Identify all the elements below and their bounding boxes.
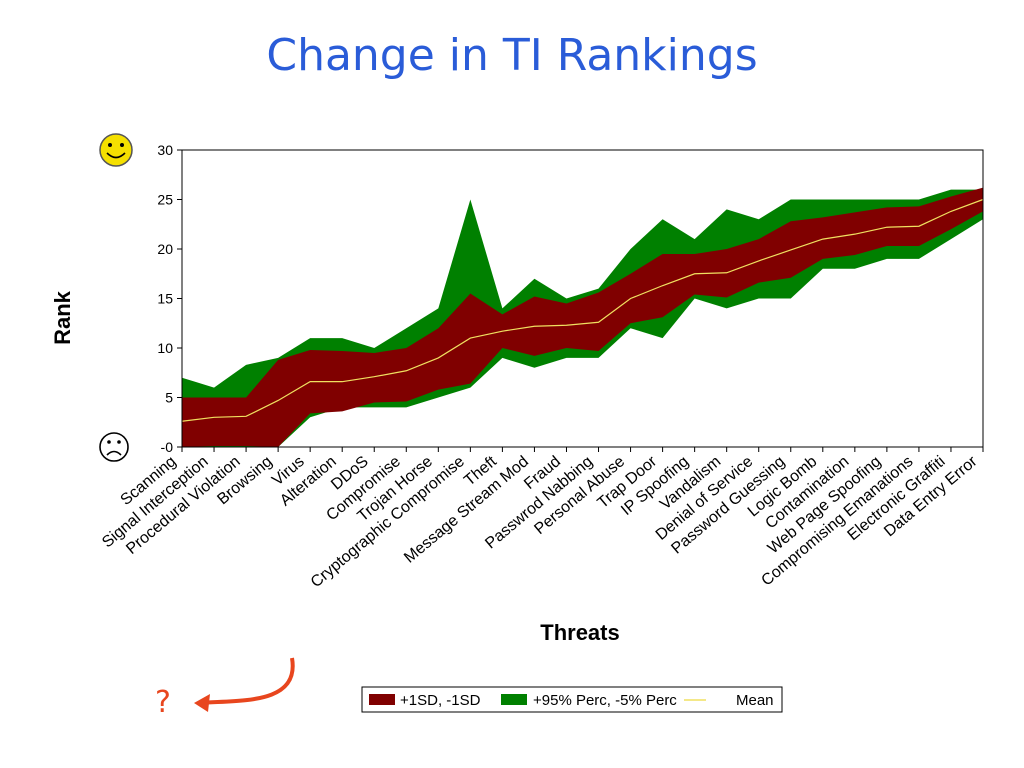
x-axis-title: Threats [540,620,619,645]
legend-swatch-perc [501,694,527,705]
annotation-arrow [194,657,295,712]
legend: +1SD, -1SD +95% Perc, -5% Perc Mean [361,686,783,713]
slide-title: Change in TI Rankings [266,30,758,81]
legend-label-perc: +95% Perc, -5% Perc [533,692,677,709]
y-tick-label: 15 [157,291,173,307]
y-tick-label: 20 [157,241,173,257]
y-tick-label: -0 [161,439,174,455]
sd-band [182,187,983,447]
mean-line [181,198,984,422]
y-tick-label: 5 [165,390,173,406]
y-tick-label: 10 [157,340,173,356]
y-axis-title: Rank [50,290,75,345]
y-tick-label: 25 [157,192,173,208]
axes: -0 5 10 15 20 25 30 [157,142,984,455]
plot-area [181,187,984,447]
frowning-face-icon [99,432,129,462]
question-mark: ? [155,685,171,720]
legend-swatch-sd [369,694,395,705]
y-tick-label: 30 [157,142,173,158]
legend-label-sd: +1SD, -1SD [400,692,481,709]
smiley-face-icon [99,133,133,167]
legend-label-mean: Mean [736,692,774,709]
